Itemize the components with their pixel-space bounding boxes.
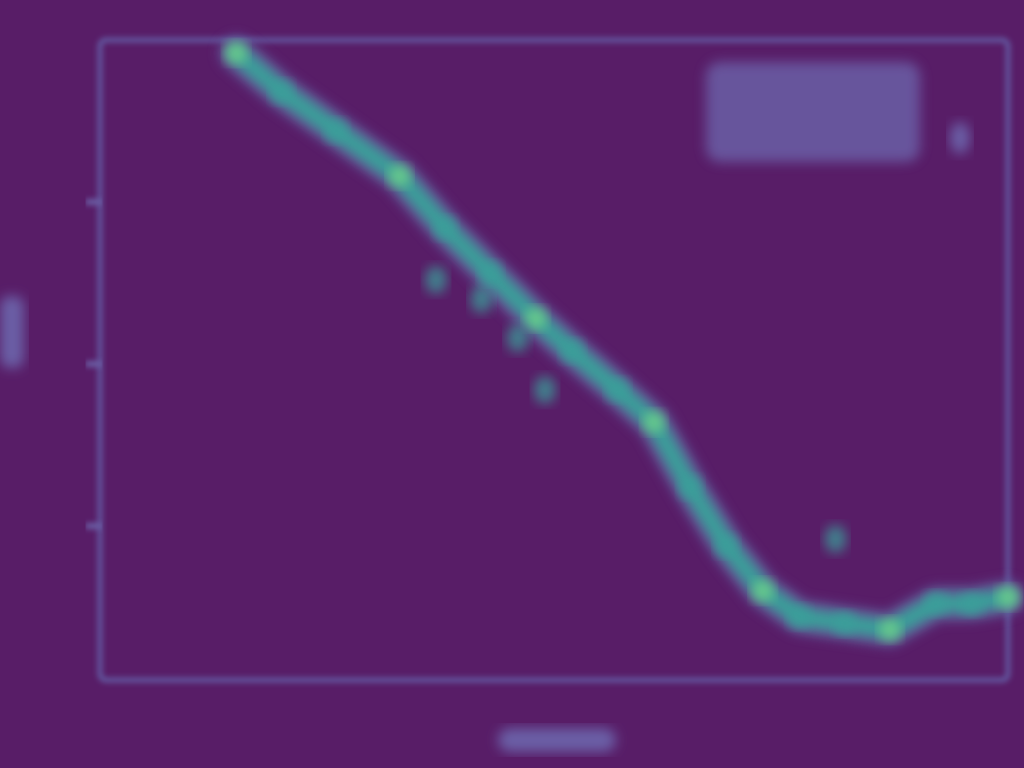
marker-0 <box>425 265 447 294</box>
series-0-point-7 <box>561 340 584 362</box>
series-0-point-9 <box>642 411 665 434</box>
series-0-point-11 <box>715 534 738 557</box>
x-axis-label <box>498 728 616 752</box>
marker-4 <box>824 525 847 553</box>
series-0-point-16 <box>924 592 947 615</box>
series-0-point-0 <box>225 42 248 64</box>
series-0-point-13 <box>788 605 811 628</box>
series-0-point-4 <box>434 216 456 239</box>
series-0-point-2 <box>325 119 348 142</box>
series-layer <box>219 36 1024 647</box>
legend-marker <box>950 122 970 154</box>
legend <box>706 62 920 162</box>
marker-3 <box>533 375 556 404</box>
y-axis-label <box>0 296 24 368</box>
series-0-point-6 <box>524 307 547 330</box>
series-0-point-12 <box>751 579 774 602</box>
series-0-point-5 <box>479 262 502 285</box>
marker-2 <box>506 324 529 353</box>
series-0-point-15 <box>879 618 901 641</box>
series-0-point-18 <box>997 586 1019 609</box>
series-0-point-1 <box>270 80 293 103</box>
series-0-point-17 <box>960 592 983 615</box>
series-0-point-3 <box>388 165 411 188</box>
series-0-point-14 <box>833 612 856 635</box>
marker-1 <box>470 285 493 314</box>
series-0-point-10 <box>679 476 702 499</box>
y-ticks <box>85 199 103 529</box>
series-0-point-8 <box>606 378 629 401</box>
